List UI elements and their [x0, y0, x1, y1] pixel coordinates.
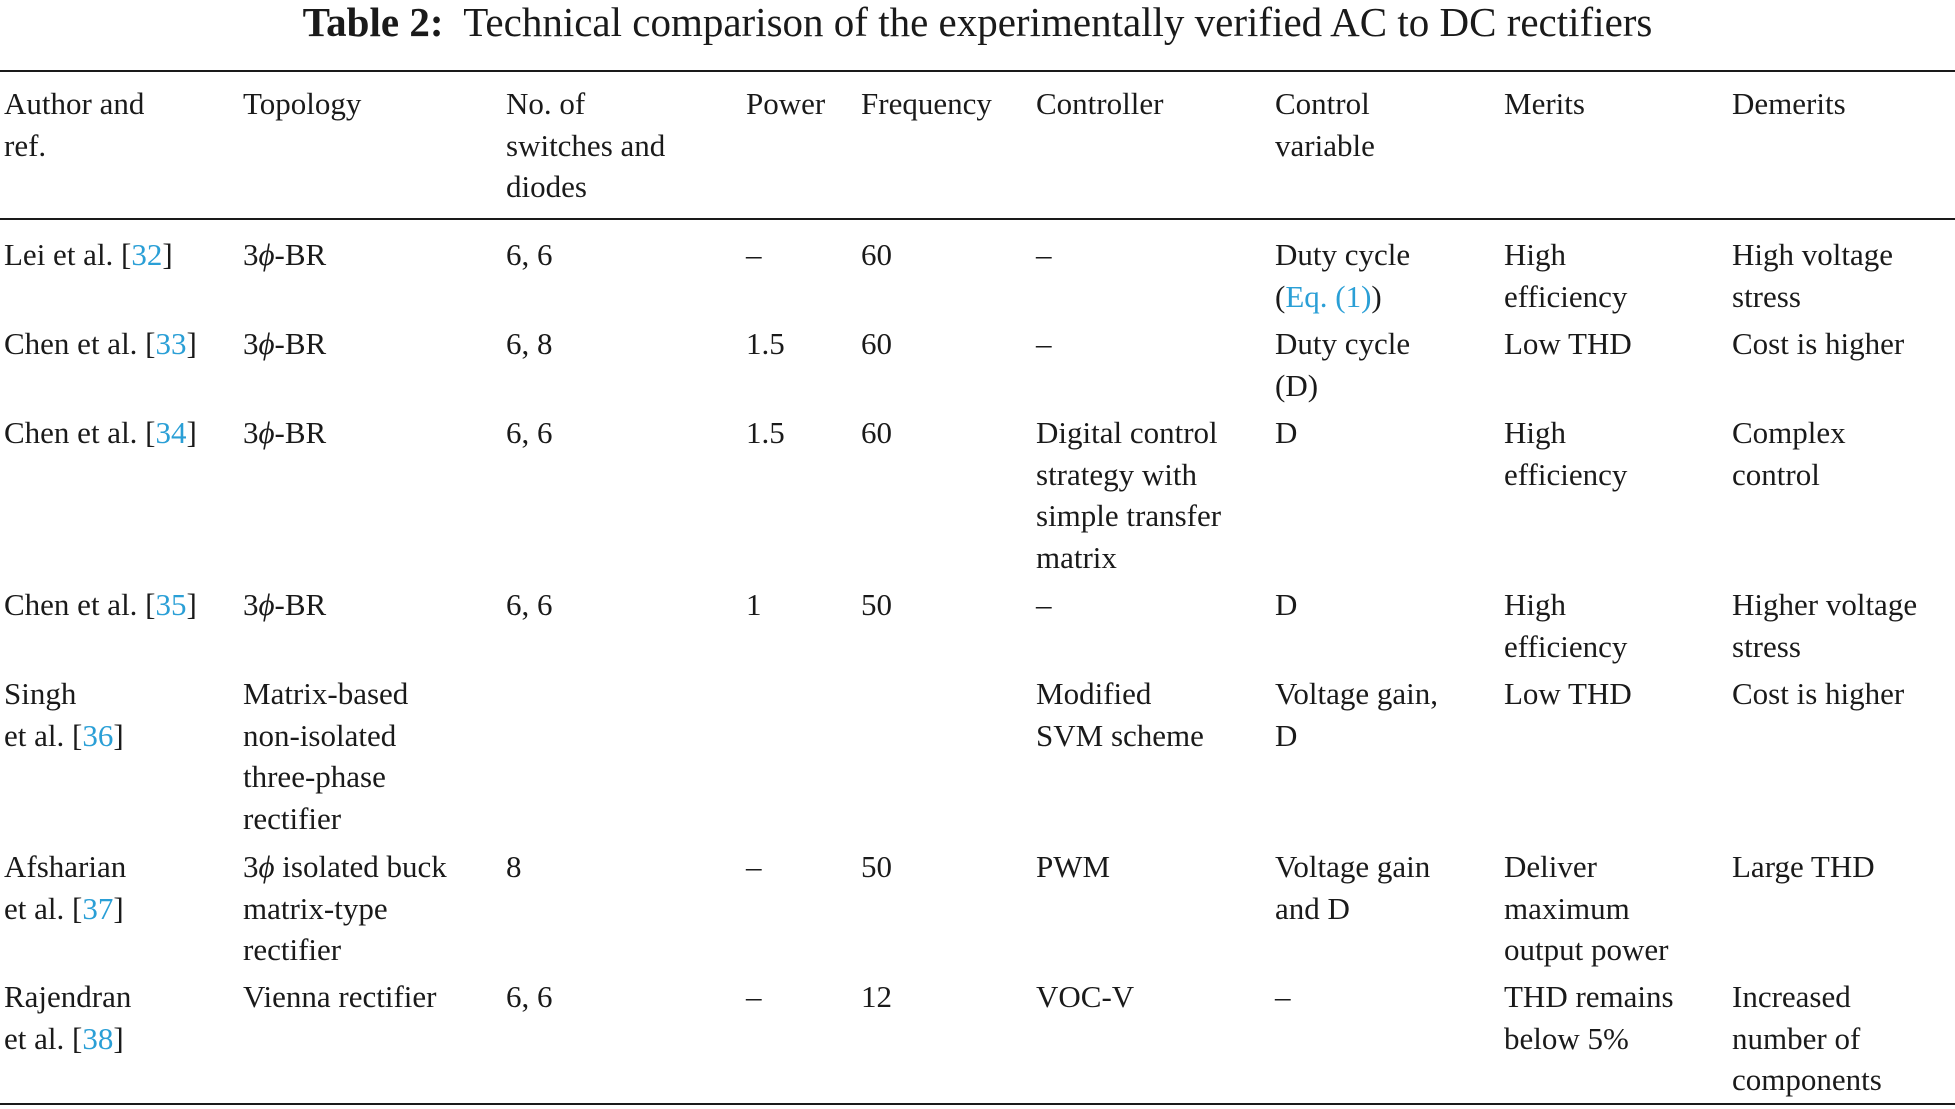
row5-control-variable: Voltage gain, D	[1275, 676, 1439, 753]
row7-merits: THD remains below 5%	[1504, 979, 1674, 1056]
reference-link[interactable]: 34	[155, 415, 187, 450]
row2-demerits: Cost is higher	[1732, 326, 1905, 361]
header-topology: Topology	[243, 86, 362, 121]
row6-controller: PWM	[1036, 849, 1111, 884]
row1-control-variable: Duty cycle (Eq. (1))	[1275, 237, 1411, 314]
row4-control-variable: D	[1275, 587, 1298, 622]
row2-merits: Low THD	[1504, 326, 1632, 361]
top-rule	[0, 70, 1955, 72]
row4-switches: 6, 6	[506, 587, 553, 622]
row7-power: –	[746, 979, 762, 1014]
row4-topology: 3ϕ-BR	[243, 587, 327, 622]
row7-demerits: Increased number of components	[1732, 979, 1882, 1097]
row5-author: Singh et al. [36]	[4, 676, 124, 753]
row2-author: Chen et al. [33]	[4, 326, 197, 361]
row1-merits: High efficiency	[1504, 237, 1628, 314]
row4-author: Chen et al. [35]	[4, 587, 197, 622]
caption-title: Technical comparison of the experimental…	[463, 0, 1653, 45]
row7-controller: VOC-V	[1036, 979, 1135, 1014]
row4-frequency: 50	[861, 587, 892, 622]
row6-switches: 8	[506, 849, 522, 884]
row1-power: –	[746, 237, 762, 272]
equation-link[interactable]: Eq. (1)	[1285, 278, 1372, 314]
table-caption: Table 2: Technical comparison of the exp…	[0, 0, 1955, 44]
row2-topology: 3ϕ-BR	[243, 326, 327, 361]
row2-controller: –	[1036, 326, 1052, 361]
row4-demerits: Higher voltage stress	[1732, 587, 1918, 664]
row7-frequency: 12	[861, 979, 892, 1014]
row3-merits: High efficiency	[1504, 415, 1628, 492]
row4-controller: –	[1036, 587, 1052, 622]
row6-control-variable: Voltage gain and D	[1275, 849, 1431, 926]
row3-topology: 3ϕ-BR	[243, 415, 327, 450]
row7-author: Rajendran et al. [38]	[4, 979, 132, 1056]
row6-merits: Deliver maximum output power	[1504, 849, 1669, 967]
reference-link[interactable]: 37	[82, 890, 114, 926]
row3-author: Chen et al. [34]	[4, 415, 197, 450]
row3-demerits: Complex control	[1732, 415, 1846, 492]
row3-control-variable: D	[1275, 415, 1298, 450]
row3-controller: Digital control strategy with simple tra…	[1036, 415, 1222, 575]
row5-controller: Modified SVM scheme	[1036, 676, 1204, 753]
bottom-rule	[0, 1103, 1955, 1105]
row7-switches: 6, 6	[506, 979, 553, 1014]
row2-switches: 6, 8	[506, 326, 553, 361]
header-switches: No. of switches and diodes	[506, 86, 666, 204]
reference-link[interactable]: 36	[82, 717, 114, 753]
row5-demerits: Cost is higher	[1732, 676, 1905, 711]
row3-switches: 6, 6	[506, 415, 553, 450]
row1-frequency: 60	[861, 237, 892, 272]
header-control-variable: Control variable	[1275, 86, 1375, 163]
row5-merits: Low THD	[1504, 676, 1632, 711]
row3-power: 1.5	[746, 415, 785, 450]
header-frequency: Frequency	[861, 86, 992, 121]
header-controller: Controller	[1036, 86, 1164, 121]
reference-link[interactable]: 35	[155, 587, 187, 622]
header-demerits: Demerits	[1732, 86, 1846, 121]
row7-topology: Vienna rectifier	[243, 979, 437, 1014]
row4-power: 1	[746, 587, 762, 622]
row3-frequency: 60	[861, 415, 892, 450]
header-power: Power	[746, 86, 826, 121]
row1-switches: 6, 6	[506, 237, 553, 272]
reference-link[interactable]: 38	[82, 1020, 114, 1056]
row2-power: 1.5	[746, 326, 785, 361]
row6-frequency: 50	[861, 849, 892, 884]
caption-label: Table 2:	[302, 0, 444, 45]
header-rule	[0, 218, 1955, 220]
row4-merits: High efficiency	[1504, 587, 1628, 664]
row6-author: Afsharian et al. [37]	[4, 849, 127, 926]
row5-topology: Matrix-based non-isolated three-phase re…	[243, 676, 409, 836]
row6-power: –	[746, 849, 762, 884]
reference-link[interactable]: 32	[131, 237, 163, 272]
header-author: Author and ref.	[4, 86, 145, 163]
row2-control-variable: Duty cycle (D)	[1275, 326, 1411, 403]
row1-author: Lei et al. [32]	[4, 237, 173, 272]
row6-topology: 3ϕ isolated buck matrix-type rectifier	[243, 849, 447, 967]
header-merits: Merits	[1504, 86, 1585, 121]
row2-frequency: 60	[861, 326, 892, 361]
row7-control-variable: –	[1275, 979, 1291, 1014]
row1-controller: –	[1036, 237, 1052, 272]
row1-topology: 3ϕ-BR	[243, 237, 327, 272]
row6-demerits: Large THD	[1732, 849, 1875, 884]
reference-link[interactable]: 33	[155, 326, 187, 361]
row1-demerits: High voltage stress	[1732, 237, 1893, 314]
